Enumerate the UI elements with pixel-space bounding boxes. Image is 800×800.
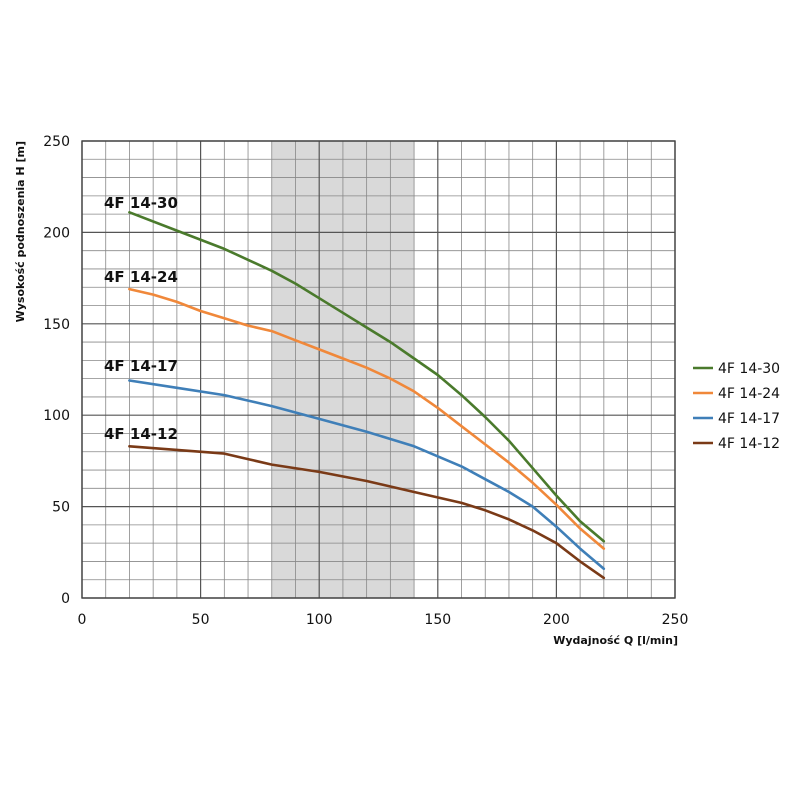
minor-grid	[82, 141, 675, 598]
x-tick-label: 0	[78, 612, 87, 628]
x-tick-label: 100	[306, 612, 333, 628]
legend-label: 4F 14-17	[718, 411, 780, 427]
curve-label-4f-14-30: 4F 14-30	[104, 194, 178, 212]
x-tick-labels: 0 50 100 150 200 250	[78, 612, 689, 628]
x-tick-label: 50	[192, 612, 210, 628]
series-line-4	[128, 444, 606, 580]
series-line-3	[128, 379, 606, 571]
legend-label: 4F 14-30	[718, 361, 780, 377]
series-line-2	[128, 287, 606, 550]
x-tick-label: 200	[543, 612, 570, 628]
y-tick-label: 200	[43, 225, 70, 241]
plot-frame	[81, 140, 676, 599]
curve-label-4f-14-24: 4F 14-24	[104, 268, 178, 286]
x-tick-label: 250	[662, 612, 689, 628]
y-tick-label: 50	[52, 500, 70, 516]
legend-label: 4F 14-12	[718, 436, 780, 452]
legend-label: 4F 14-24	[718, 386, 780, 402]
x-axis-title: Wydajność Q [l/min]	[553, 634, 678, 647]
curve-label-4f-14-17: 4F 14-17	[104, 357, 178, 375]
y-axis-title: Wysokość podnoszenia H [m]	[14, 141, 27, 322]
legend: 4F 14-30 4F 14-24 4F 14-17 4F 14-12	[693, 361, 780, 452]
y-tick-label: 150	[43, 317, 70, 333]
curve-label-4f-14-12: 4F 14-12	[104, 425, 178, 443]
x-tick-label: 150	[424, 612, 451, 628]
y-tick-label: 100	[43, 408, 70, 424]
series-lines	[128, 211, 606, 580]
series-line-1	[128, 211, 606, 543]
y-tick-label: 250	[43, 134, 70, 150]
y-tick-label: 0	[61, 591, 70, 607]
y-tick-labels: 0 50 100 150 200 250	[43, 134, 70, 607]
